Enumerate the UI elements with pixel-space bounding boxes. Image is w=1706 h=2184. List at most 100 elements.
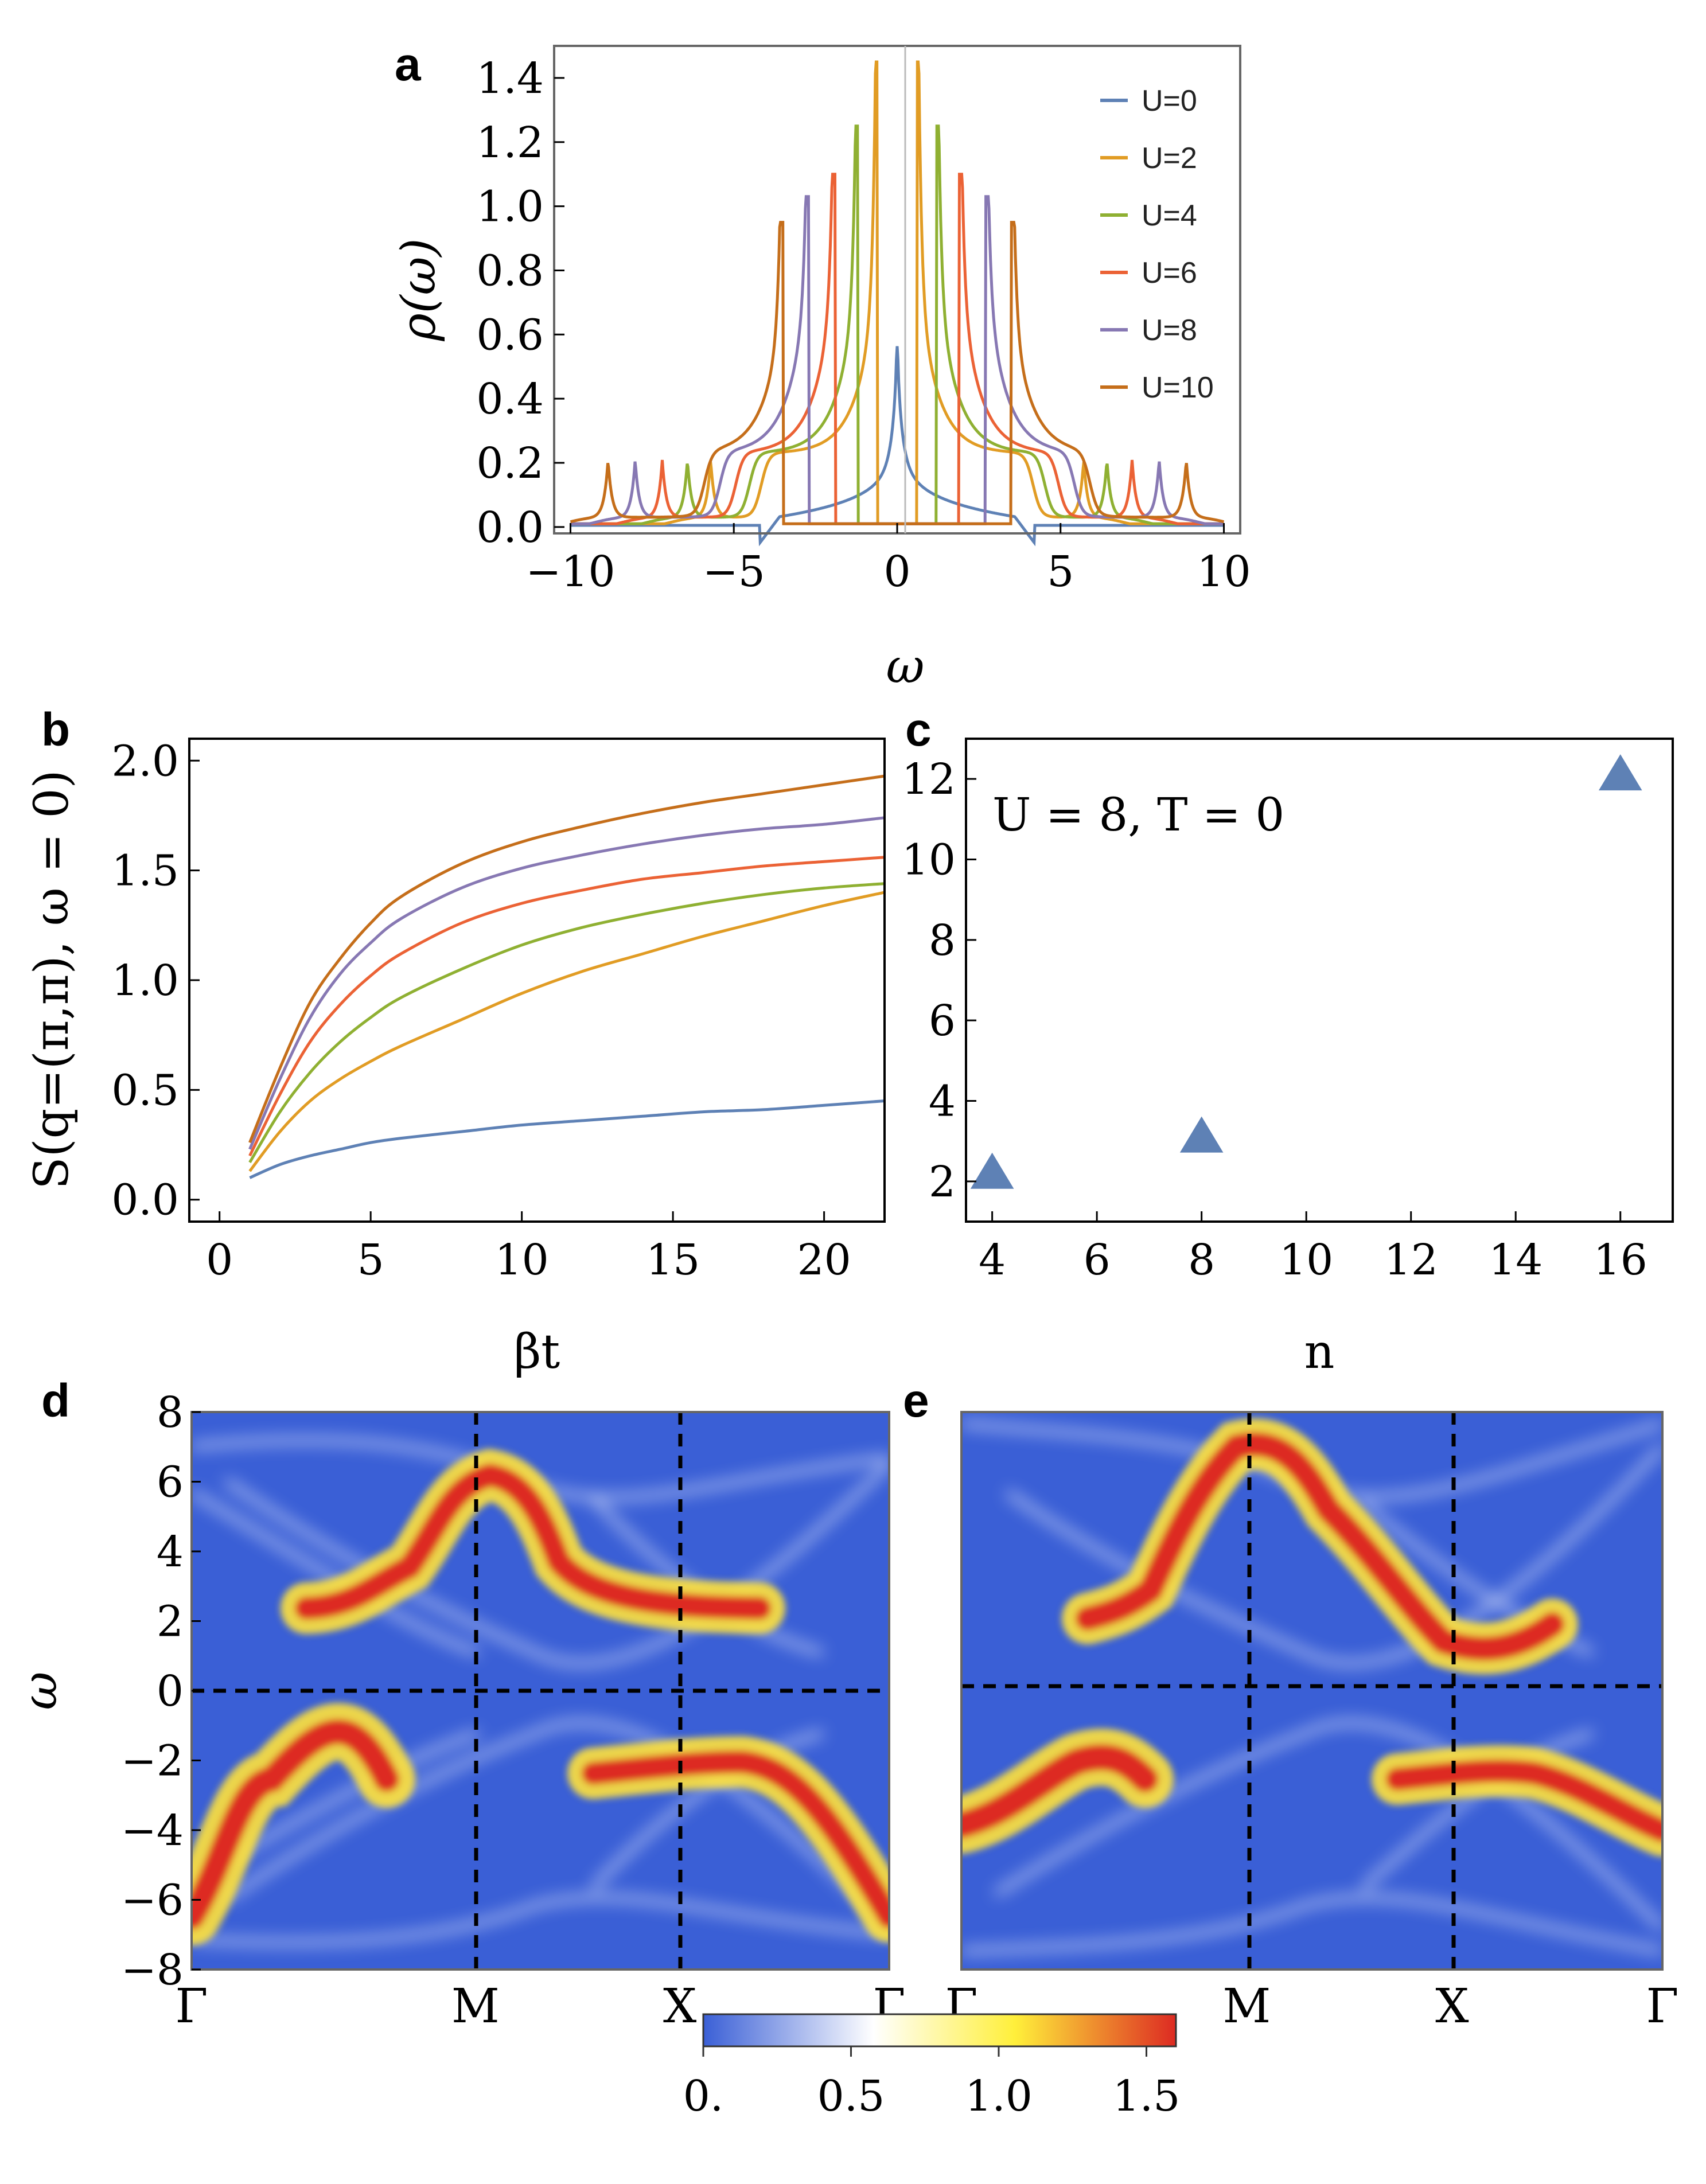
colorbar-tick-label: 0. <box>683 2072 724 2121</box>
panel-c-point-n8 <box>1179 1116 1224 1153</box>
panel-a-line-u0 <box>570 346 1224 547</box>
panel-a-legend: U=0 U=2 U=4 U=6 U=8 U=10 <box>1100 84 1214 404</box>
panel-b-structure-factor: b 0 5 10 15 20 0.0 0.5 1.0 1.5 2.0 βt S(q=(π,π), … <box>25 704 886 1379</box>
panel-c-ytick-label: 12 <box>902 755 956 804</box>
panel-a-xtick-label: 5 <box>1047 547 1074 596</box>
panel-e-xtick-label: X <box>1435 1979 1469 2034</box>
panel-b-xtick-label: 20 <box>797 1235 851 1285</box>
panel-e-xtick-label: Γ <box>1646 1979 1679 2034</box>
panel-b-ytick-label: 0.5 <box>111 1066 179 1115</box>
panel-c-ytick-label: 2 <box>929 1157 956 1207</box>
panel-a-xtick-label: 0 <box>883 547 910 596</box>
panel-b-xtick-label: 10 <box>495 1235 549 1285</box>
panel-e-xtick-label: M <box>1222 1979 1271 2034</box>
panel-b-line-u10 <box>248 774 885 1144</box>
panel-b-ytick-label: 2.0 <box>111 736 179 786</box>
panel-d-spectral-function: d <box>13 1375 905 2034</box>
panel-b-line-u0 <box>249 1099 885 1179</box>
panel-c-ytick-label: 8 <box>929 916 956 965</box>
legend-label: U=10 <box>1142 371 1214 404</box>
panel-c-xtick-label: 12 <box>1384 1235 1438 1285</box>
panel-d-y-axis-label: ω <box>13 1672 68 1710</box>
panel-b-frame <box>188 738 886 1223</box>
panel-c-xtick-label: 14 <box>1489 1235 1543 1285</box>
colorbar-ticks: 0. 0.5 1.0 1.5 <box>683 2046 1181 2121</box>
panel-a-line-u4 <box>570 124 1224 525</box>
panel-a-ytick-label: 1.2 <box>476 118 544 167</box>
panel-c-point-n16 <box>1598 754 1642 791</box>
panel-b-xtick-label: 15 <box>646 1235 700 1285</box>
colorbar-tick-label: 0.5 <box>817 2072 885 2121</box>
panel-b-ytick-label: 1.5 <box>111 847 179 896</box>
panel-c-ytick-label: 10 <box>902 836 956 885</box>
panel-b-ytick-label: 0.0 <box>111 1176 179 1225</box>
legend-label: U=6 <box>1142 256 1197 290</box>
panel-b-line-u2 <box>248 891 885 1172</box>
panel-c-point-n4 <box>970 1152 1014 1189</box>
panel-a-ytick-label: 0.8 <box>476 246 544 295</box>
panel-a-ytick-label: 1.4 <box>476 54 544 103</box>
panel-letter-b: b <box>41 704 70 756</box>
panel-d-xtick-label: Γ <box>176 1979 208 2034</box>
panel-b-line-u4 <box>248 882 885 1163</box>
legend-label: U=2 <box>1142 142 1197 175</box>
panel-a-ytick-label: 0.6 <box>476 310 544 360</box>
panel-d-ytick-label: 8 <box>157 1388 184 1437</box>
panel-e-heatmap <box>961 1412 1662 1969</box>
panel-a-xtick-label: −10 <box>525 547 615 596</box>
panel-letter-c: c <box>905 704 932 756</box>
colorbar-gradient <box>702 2013 1177 2047</box>
panel-d-ytick-label: −8 <box>121 1945 184 1995</box>
panel-d-ytick-label: 0 <box>157 1667 184 1716</box>
panel-d-ytick-label: 2 <box>157 1597 184 1647</box>
legend-label: U=0 <box>1142 84 1197 118</box>
panel-e-intense-bands <box>961 1418 1662 1857</box>
panel-a-y-axis-label: ρ(ω) <box>392 238 446 341</box>
colorbar-tick-label: 1.5 <box>1113 2072 1181 2121</box>
panel-c-points <box>970 754 1642 1189</box>
panel-c-frame <box>965 738 1674 1223</box>
panel-b-line-u6 <box>248 856 885 1157</box>
panel-b-x-axis-label: βt <box>514 1325 560 1379</box>
panel-d-xtick-label: X <box>663 1979 696 2034</box>
panel-c-x-axis-label: n <box>1304 1325 1335 1379</box>
panel-a-ytick-label: 0.2 <box>476 439 544 488</box>
panel-b-xtick-label: 0 <box>206 1235 233 1285</box>
panel-c-annotation: U = 8, T = 0 <box>992 788 1284 841</box>
panel-a-line-u2 <box>570 60 1224 525</box>
panel-c-xtick-label: 16 <box>1594 1235 1647 1285</box>
panel-d-ytick-label: −6 <box>121 1876 184 1925</box>
colorbar: 0. 0.5 1.0 1.5 <box>683 2013 1181 2121</box>
panel-letter-e: e <box>903 1375 929 1427</box>
panel-d-intense-bands <box>192 1448 889 1945</box>
panel-c-xtick-label: 10 <box>1279 1235 1333 1285</box>
panel-a-density-of-states: a −10 −5 0 5 100.00.20.40.60.81.01.21.4 U=0U… <box>392 38 1251 694</box>
panel-letter-a: a <box>395 38 422 91</box>
panel-b-y-axis-label: S(q=(π,π), ω = 0) <box>25 770 79 1189</box>
panel-d-ytick-label: 6 <box>157 1458 184 1507</box>
panel-a-ticks: −10 −5 0 5 10 0.0 0.2 0.4 0.6 0.8 1.0 1.2 1.4 <box>476 54 1251 596</box>
panel-letter-d: d <box>41 1375 70 1427</box>
panel-a-xtick-label: −5 <box>703 547 765 596</box>
panel-b-ticks: 0 5 10 15 20 0.0 0.5 1.0 1.5 2.0 <box>111 736 851 1285</box>
panel-d-ytick-label: −2 <box>121 1737 184 1786</box>
panel-c-xtick-label: 4 <box>979 1235 1006 1285</box>
panel-d-xtick-label: M <box>451 1979 500 2034</box>
panel-b-series-lines <box>248 774 885 1179</box>
panel-a-ytick-label: 1.0 <box>476 182 544 232</box>
panel-a-ytick-label: 0.0 <box>476 503 544 552</box>
panel-a-ytick-label: 0.4 <box>476 375 544 424</box>
panel-c-ytick-label: 6 <box>929 996 956 1046</box>
panel-a-series-lines <box>570 60 1225 547</box>
panel-c-xtick-label: 8 <box>1188 1235 1215 1285</box>
panel-a-x-axis-label: ω <box>886 639 925 694</box>
legend-label: U=8 <box>1142 314 1197 347</box>
colorbar-tick-label: 1.0 <box>965 2072 1033 2121</box>
panel-b-ytick-label: 1.0 <box>111 956 179 1005</box>
panel-d-heatmap <box>192 1412 889 1969</box>
